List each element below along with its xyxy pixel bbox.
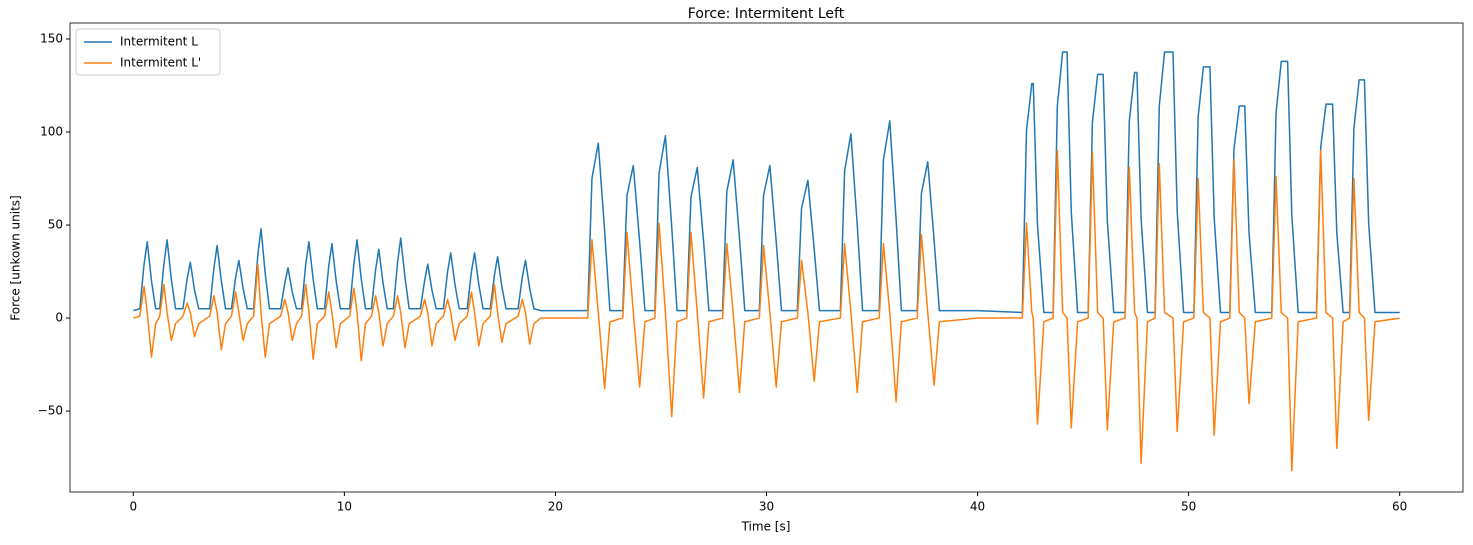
legend-label: Intermitent L' [120, 56, 201, 70]
legend-label: Intermitent L [120, 35, 198, 49]
x-tick-label: 50 [1181, 500, 1196, 514]
y-tick-label: 150 [40, 31, 63, 45]
y-axis-label: Force [unkown units] [9, 195, 23, 320]
series-line [133, 149, 1400, 472]
y-tick-label: 0 [55, 311, 63, 325]
x-tick-label: 0 [129, 500, 137, 514]
y-tick-label: −50 [38, 404, 63, 418]
x-tick-label: 20 [548, 500, 563, 514]
y-tick-label: 50 [48, 218, 63, 232]
chart-title: Force: Intermitent Left [688, 6, 845, 22]
x-tick-label: 10 [337, 500, 352, 514]
legend: Intermitent L Intermitent L' [75, 28, 221, 76]
x-axis-label: Time [s] [741, 520, 791, 534]
y-tick-label: 100 [40, 125, 63, 139]
x-tick-label: 40 [970, 500, 985, 514]
series-line [133, 51, 1400, 314]
axes-frame [69, 22, 1464, 493]
x-tick-label: 30 [759, 500, 774, 514]
x-tick-label: 60 [1392, 500, 1407, 514]
